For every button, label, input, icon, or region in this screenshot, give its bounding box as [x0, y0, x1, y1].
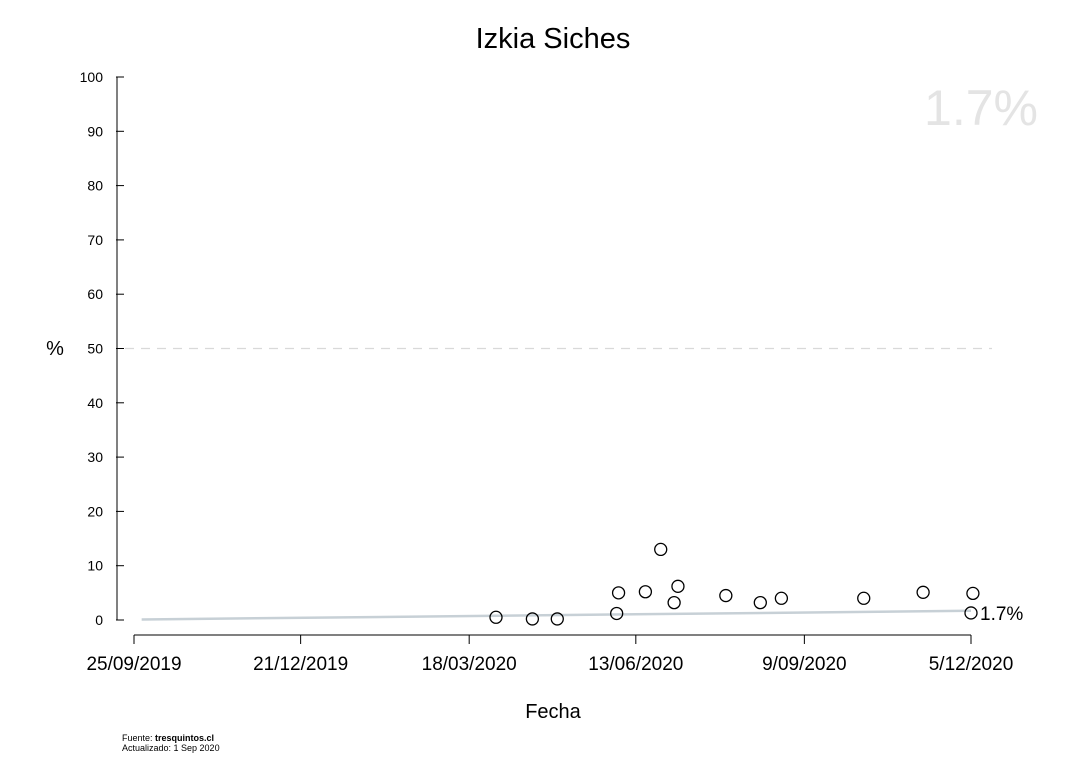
y-axis-label: %	[46, 338, 64, 360]
x-tick-label: 9/09/2020	[762, 654, 847, 675]
data-point	[774, 591, 789, 605]
data-point	[638, 585, 653, 599]
chart-title: Izkia Siches	[476, 23, 631, 55]
y-axis: 0 10 20 30 40 50 60 70 80 90 100	[80, 69, 124, 628]
y-tick-label: 30	[87, 449, 103, 465]
y-tick-label: 70	[87, 232, 103, 248]
data-point	[719, 588, 733, 603]
data-point	[611, 586, 626, 600]
x-axis: 25/09/2019 21/12/2019 18/03/2020 13/06/2020…	[86, 634, 1014, 675]
data-point	[667, 595, 681, 610]
x-axis-label: Fecha	[525, 701, 581, 723]
source-line: Fuente: tresquintos.cl	[122, 733, 220, 743]
y-tick-label: 100	[80, 69, 104, 85]
x-tick-label: 18/03/2020	[422, 654, 517, 675]
trend-line	[141, 609, 972, 621]
source-note: Fuente: tresquintos.cl Actualizado: 1 Se…	[122, 733, 220, 753]
source-link[interactable]: tresquintos.cl	[155, 733, 215, 743]
latest-value-label: 1.7%	[980, 604, 1023, 625]
x-tick-label: 5/12/2020	[929, 654, 1014, 675]
data-point	[671, 579, 685, 593]
data-point	[966, 586, 980, 601]
updated-line: Actualizado: 1 Sep 2020	[122, 743, 220, 753]
data-point	[753, 595, 767, 610]
y-tick-label: 20	[87, 503, 103, 519]
data-point	[489, 610, 503, 624]
data-point	[916, 585, 930, 599]
y-tick-label: 80	[87, 178, 103, 194]
data-point	[964, 606, 978, 620]
y-tick-label: 50	[87, 341, 103, 357]
trend-line-layer	[141, 609, 972, 621]
y-tick-label: 60	[87, 286, 103, 302]
x-tick-label: 25/09/2019	[86, 654, 181, 675]
big-value-label: 1.7%	[924, 80, 1038, 136]
data-point	[550, 612, 564, 626]
y-tick-label: 40	[87, 395, 103, 411]
data-point	[654, 542, 668, 557]
x-tick-label: 21/12/2019	[253, 654, 348, 675]
data-points	[489, 542, 980, 626]
data-point	[610, 606, 624, 621]
y-tick-label: 90	[87, 123, 103, 139]
x-tick-label: 13/06/2020	[588, 654, 683, 675]
y-tick-label: 0	[95, 612, 103, 628]
source-prefix: Fuente:	[122, 733, 156, 743]
y-tick-label: 10	[87, 558, 103, 574]
data-point	[525, 612, 540, 626]
data-point	[857, 591, 871, 605]
